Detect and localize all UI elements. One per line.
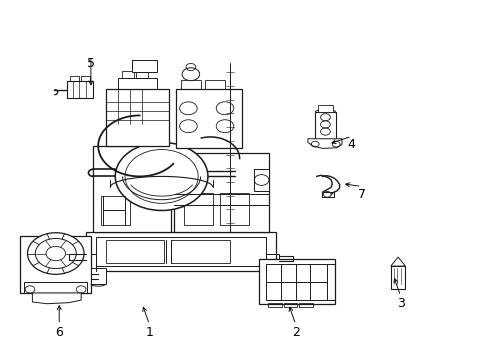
Bar [105, 240, 163, 263]
Bar [266, 264, 327, 300]
Bar [70, 76, 79, 81]
Text: 5: 5 [87, 57, 95, 70]
Bar [205, 80, 224, 89]
Bar [173, 153, 268, 232]
Polygon shape [307, 139, 341, 148]
Bar [390, 266, 405, 289]
Circle shape [27, 233, 84, 274]
Bar [171, 240, 229, 263]
Bar [181, 80, 200, 89]
Bar [86, 232, 276, 271]
Bar [96, 237, 266, 266]
Bar [66, 81, 93, 98]
Bar [254, 169, 268, 191]
Polygon shape [390, 257, 405, 266]
Text: 7: 7 [357, 188, 365, 201]
Text: 3: 3 [396, 297, 404, 310]
Text: 6: 6 [55, 326, 63, 339]
Bar [76, 253, 96, 268]
Bar [317, 105, 332, 112]
Bar [283, 303, 297, 307]
Circle shape [115, 142, 207, 211]
Bar [176, 89, 242, 148]
Bar [20, 235, 91, 293]
Bar [136, 71, 148, 78]
Bar [267, 303, 281, 307]
Text: 2: 2 [291, 326, 299, 339]
Bar [81, 76, 90, 81]
Polygon shape [32, 293, 81, 304]
Bar [259, 259, 334, 304]
Bar [183, 193, 212, 225]
Text: 4: 4 [347, 138, 355, 150]
Bar [321, 192, 333, 197]
Bar [122, 71, 134, 78]
Bar [266, 253, 278, 268]
Bar [24, 282, 87, 293]
Text: 1: 1 [145, 326, 153, 339]
Bar [91, 268, 105, 284]
Bar [101, 196, 130, 225]
Circle shape [182, 68, 199, 81]
Bar [118, 78, 157, 89]
Bar [105, 89, 168, 146]
Bar [93, 146, 171, 232]
Bar [132, 60, 157, 72]
Bar [315, 112, 335, 139]
Bar [299, 303, 312, 307]
Bar [220, 193, 249, 225]
